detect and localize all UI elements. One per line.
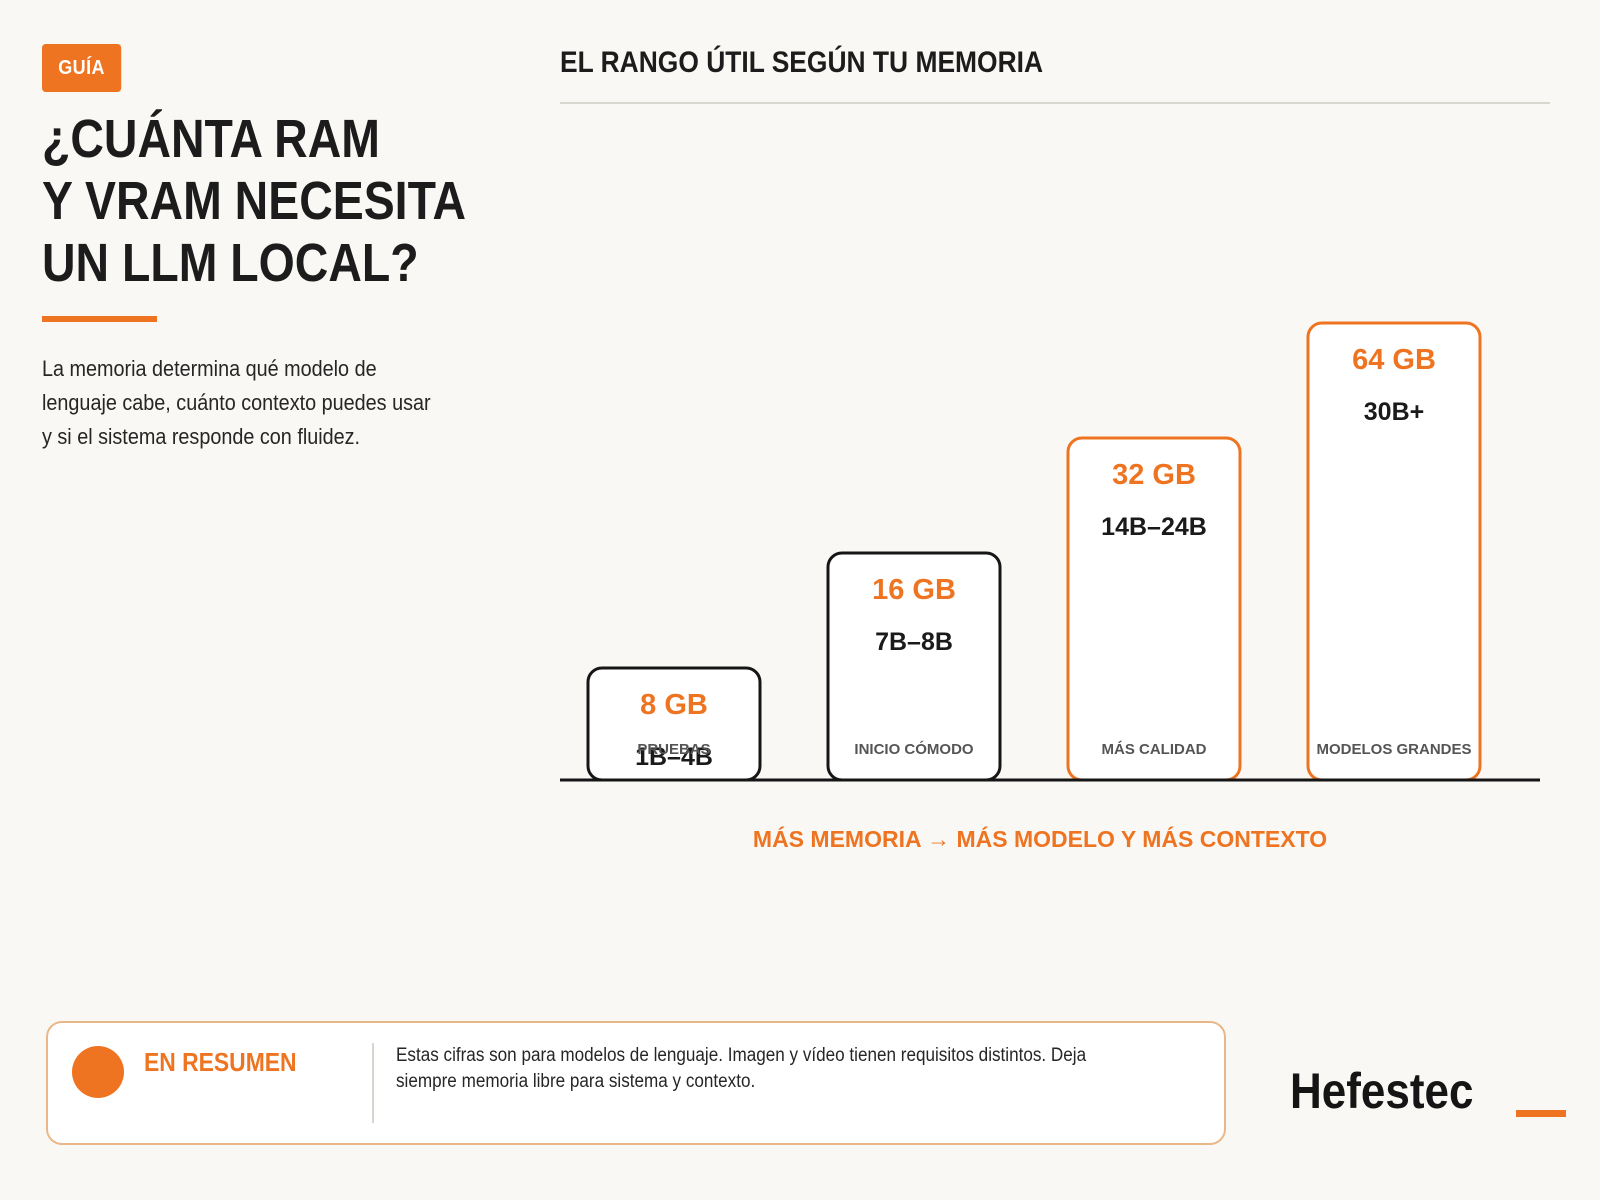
bar-memory-label-3: 32 GB bbox=[1112, 459, 1196, 491]
summary-label: EN RESUMEN bbox=[144, 1047, 297, 1077]
bar-4 bbox=[1306, 321, 1482, 782]
guide-tag: GUÍA bbox=[42, 44, 122, 92]
bar-model-range-1: 1B–4B bbox=[635, 743, 713, 771]
title-line-1: ¿CUÁNTA RAM bbox=[42, 109, 380, 169]
bar-tier-label-1: PRUEBAS bbox=[637, 741, 710, 758]
summary-dot-icon bbox=[72, 1046, 124, 1098]
bar-tier-label-4: MODELOS GRANDES bbox=[1316, 741, 1471, 758]
bar-tier-label-2: INICIO CÓMODO bbox=[854, 740, 973, 758]
bar-memory-label-1: 8 GB bbox=[640, 689, 708, 721]
summary-text: Estas cifras son para modelos de lenguaj… bbox=[396, 1045, 1087, 1092]
chart-title-rule bbox=[560, 102, 1550, 104]
brand-logo: Hefestec bbox=[1290, 1063, 1474, 1119]
bar-model-range-4: 30B+ bbox=[1364, 398, 1424, 426]
bar-memory-label-2: 16 GB bbox=[872, 574, 956, 606]
main-title: ¿CUÁNTA RAM Y VRAM NECESITA UN LLM LOCAL… bbox=[42, 108, 466, 294]
lead-paragraph: La memoria determina qué modelo de lengu… bbox=[42, 356, 431, 449]
chart-title: EL RANGO ÚTIL SEGÚN TU MEMORIA bbox=[560, 46, 1044, 79]
chart-tagline: MÁS MEMORIA → MÁS MODELO Y MÁS CONTEXTO bbox=[752, 826, 1328, 852]
brand-accent-rule bbox=[1516, 1110, 1566, 1117]
bar-tier-label-3: MÁS CALIDAD bbox=[1102, 741, 1207, 758]
summary-divider bbox=[372, 1043, 374, 1123]
bar-memory-label-4: 64 GB bbox=[1352, 344, 1436, 376]
bar-model-range-3: 14B–24B bbox=[1101, 513, 1207, 541]
title-line-2: Y VRAM NECESITA bbox=[42, 171, 467, 231]
title-accent-rule bbox=[42, 316, 157, 322]
bar-model-range-2: 7B–8B bbox=[875, 628, 953, 656]
title-line-3: UN LLM LOCAL? bbox=[42, 233, 419, 293]
summary-box: EN RESUMEN Estas cifras son para modelos… bbox=[46, 1021, 1226, 1145]
